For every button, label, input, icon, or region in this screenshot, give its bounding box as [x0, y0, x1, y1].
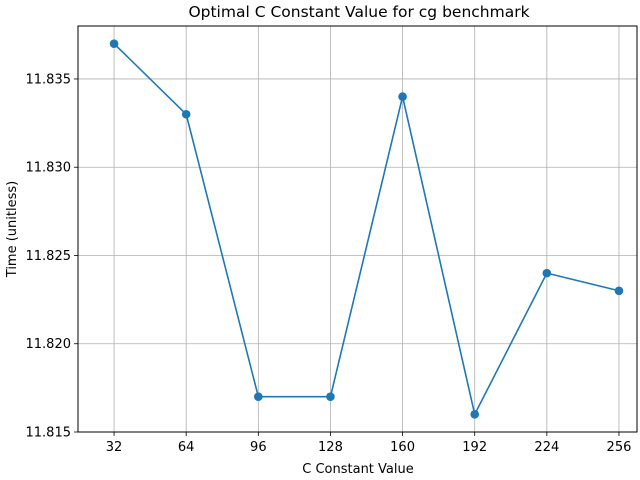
- data-point: [542, 268, 552, 278]
- data-point: [254, 392, 263, 401]
- y-axis-label: Time (unitless): [5, 181, 20, 278]
- data-point: [326, 392, 335, 401]
- data-point: [614, 286, 624, 296]
- x-tick-label: 32: [106, 440, 123, 455]
- series-group: [109, 39, 624, 419]
- x-tick-label: 96: [250, 440, 267, 455]
- data-point: [398, 92, 407, 101]
- y-tick-label: 11.835: [26, 72, 72, 87]
- y-tick-label: 11.825: [26, 249, 72, 264]
- y-tick-label: 11.815: [26, 426, 72, 441]
- series-line: [113, 43, 620, 417]
- x-tick-label: 256: [607, 440, 632, 455]
- plot-area-frame: [77, 25, 638, 433]
- data-point: [181, 109, 191, 119]
- x-tick-label: 128: [318, 440, 343, 455]
- x-axis: 32 64 96 128 160 192 224 256: [106, 432, 632, 455]
- x-tick-label: 160: [390, 440, 415, 455]
- x-tick-label: 192: [462, 440, 487, 455]
- y-axis: 11.815 11.820 11.825 11.830 11.835: [26, 72, 78, 441]
- y-tick-label: 11.820: [26, 337, 72, 352]
- chart-title: Optimal C Constant Value for cg benchmar…: [188, 3, 529, 21]
- x-tick-label: 224: [534, 440, 559, 455]
- x-axis-label: C Constant Value: [302, 462, 413, 477]
- x-tick-label: 64: [178, 440, 195, 455]
- data-point: [470, 410, 480, 419]
- data-point: [109, 39, 119, 48]
- y-tick-label: 11.830: [26, 161, 72, 176]
